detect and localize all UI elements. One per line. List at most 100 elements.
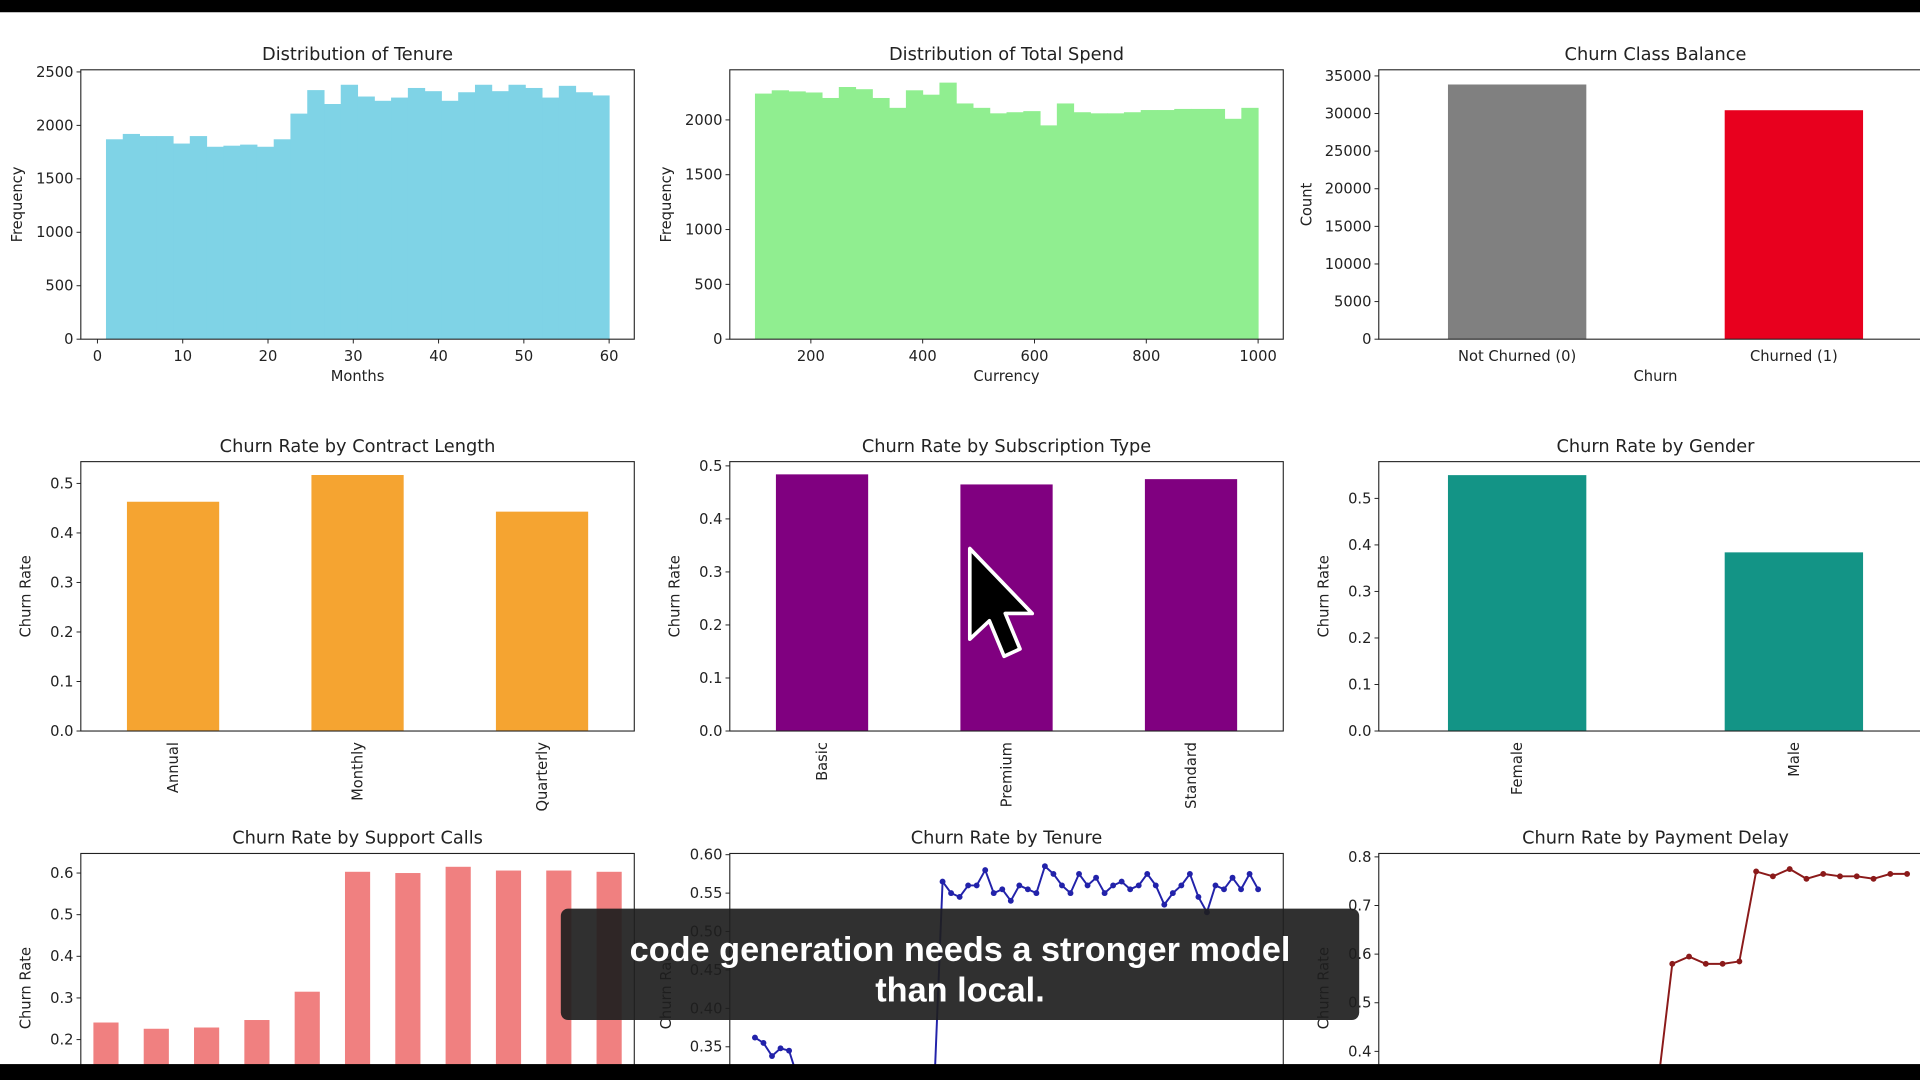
histogram-bar [156,136,174,340]
histogram-bar [1224,118,1242,340]
point [1719,960,1726,967]
histogram-bar [441,100,459,340]
plot-area [754,82,1259,340]
point [1169,890,1176,897]
bar [395,873,421,1080]
histogram-bar [256,146,275,340]
y-axis-label: Churn Rate [18,555,35,637]
point [1024,886,1031,893]
bar [445,866,471,1080]
point [1229,874,1236,881]
x-tick-label: Not Churned (0) [1458,348,1576,365]
bar [1724,110,1864,340]
histogram-bar [1207,108,1226,340]
histogram-bar [1191,108,1209,340]
y-tick-label: 2000 [36,117,73,134]
chart: Distribution of Tenure050010001500200025… [9,45,635,385]
x-tick-label: Male [1786,742,1803,777]
point [1853,873,1860,880]
point [973,882,980,889]
y-tick-label: 0.2 [699,617,722,634]
y-tick-label: 0.5 [50,907,73,924]
point [1093,874,1100,881]
histogram-bar [139,136,157,340]
y-axis-label: Churn Rate [1316,555,1333,637]
chart-title: Churn Rate by Contract Length [220,437,496,457]
axes-frame [729,69,1284,340]
y-tick-label: 0.3 [50,574,73,591]
x-tick-label: 20 [259,348,278,365]
plot-area [1447,475,1864,732]
x-tick-label: Female [1509,742,1526,795]
chart-title: Churn Rate by Gender [1557,437,1756,457]
letterbox-bottom [0,1064,1920,1080]
plot-area [105,84,610,340]
point [1067,890,1074,897]
point [1221,886,1227,893]
line [1657,867,1908,1080]
point [1135,882,1142,889]
histogram-bar [872,97,890,340]
y-tick-label: 0.55 [690,885,723,902]
histogram-bar [922,94,940,340]
y-tick-label: 0.1 [1348,676,1371,693]
y-axis-label: Churn Rate [18,947,35,1029]
y-tick-label: 0.3 [50,990,73,1007]
point [1144,870,1151,877]
histogram-bar [542,97,560,340]
y-tick-label: 0.4 [1348,1043,1371,1060]
point [1195,894,1202,900]
point [1110,882,1117,889]
x-tick-label: Annual [165,742,182,793]
y-tick-label: 2000 [685,112,722,129]
axes-frame [1378,461,1920,732]
y-tick-label: 0.4 [50,525,73,542]
histogram-bar [956,103,974,340]
histogram-bar [1040,125,1058,340]
chart-title: Churn Rate by Tenure [911,829,1103,849]
point [1059,882,1065,889]
point [1753,868,1760,875]
chart-title: Churn Class Balance [1565,45,1747,65]
y-tick-label: 35000 [1325,68,1372,85]
x-tick-label: 600 [1020,348,1048,365]
point [948,890,955,897]
point [1101,890,1108,897]
y-tick-label: 0.2 [50,1031,73,1048]
point [956,894,963,900]
axes-frame [1378,852,1920,1080]
point [1870,875,1877,882]
histogram-bar [989,113,1008,340]
y-tick-label: 0.1 [699,670,722,687]
y-tick-label: 0.4 [50,948,73,965]
histogram-bar [805,92,823,340]
histogram-bar [105,139,124,340]
y-axis-label: Frequency [9,166,26,242]
y-tick-label: 0.4 [1348,537,1371,554]
histogram-bar [508,84,526,340]
bar [775,474,869,732]
point [769,1053,775,1059]
point [1686,953,1692,960]
point [1178,882,1185,889]
point [999,886,1006,893]
point [760,1040,767,1046]
y-tick-label: 20000 [1325,181,1372,198]
bar [1447,84,1587,340]
x-tick-label: 0 [93,348,102,365]
histogram-bar [189,136,208,340]
letterbox-top [0,0,1920,13]
y-tick-label: 0.8 [1348,849,1371,866]
histogram-bar [290,113,308,340]
y-tick-label: 30000 [1325,105,1372,122]
chart: Churn Rate by Contract Length 0.0 0.1 0.2 0.… [18,437,635,812]
chart-title: Churn Rate by Support Calls [232,829,483,849]
y-tick-label: 1500 [36,171,73,188]
histogram-bar [788,91,806,340]
point [1007,897,1014,904]
histogram-bar [1241,107,1259,340]
bar [1144,479,1238,732]
plot-area [93,866,622,1080]
y-tick-label: 0.0 [1348,723,1371,740]
